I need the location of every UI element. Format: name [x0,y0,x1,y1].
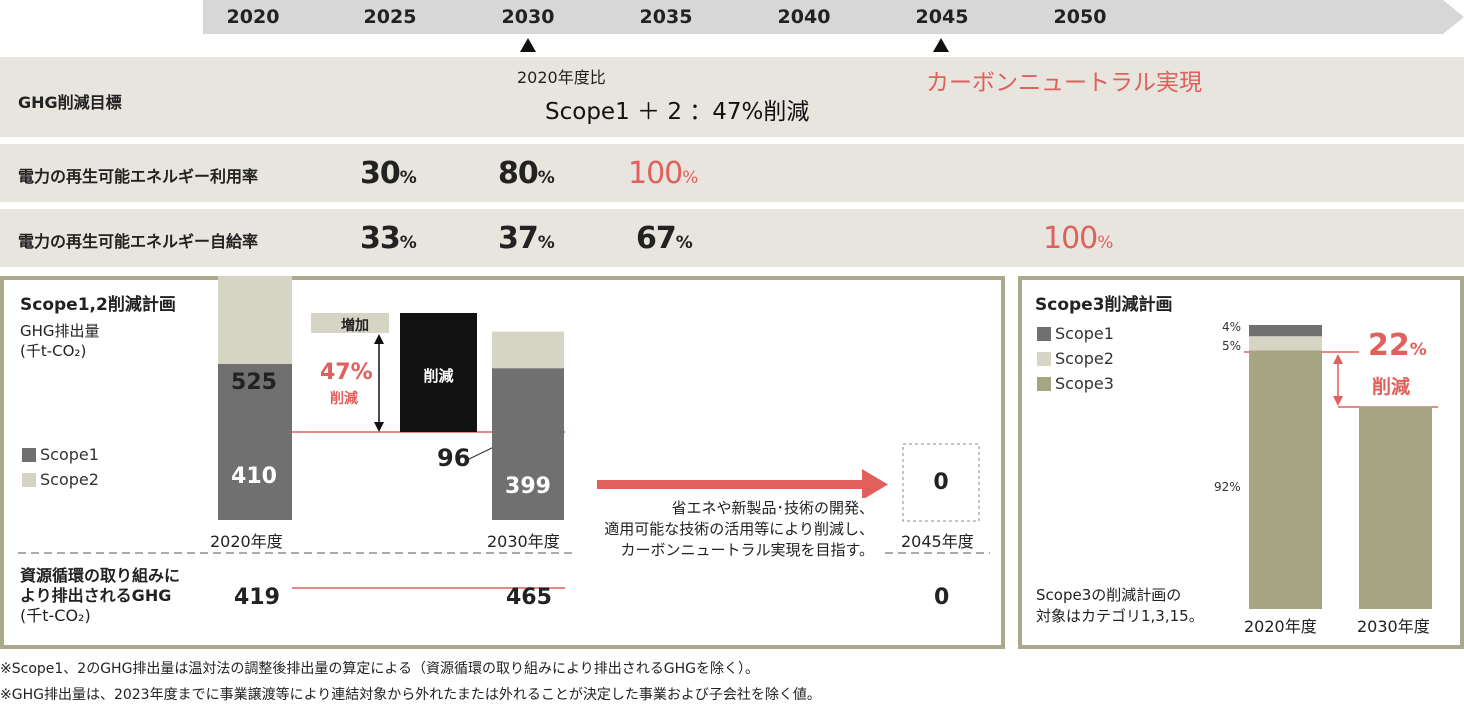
re-self-value-2035: 67% [636,221,693,256]
scope3-legend-swatch-scope3 [1037,377,1051,391]
base-year-note: 2020年度比 [517,68,606,87]
footnote: ※GHG排出量は、2023年度までに事業譲渡等により連結対象から外れたまたは外れ… [0,687,821,703]
scope3-reduction-pct: 22% [1368,328,1427,363]
value-2045: 0 [933,470,949,495]
scope12-title: Scope1,2削減計画 [20,295,176,315]
timeline-year: 2020 [226,6,280,28]
scope12-ylabel: GHG排出量 [20,322,100,340]
year-label-2020: 2020年度 [210,532,283,551]
resource-value-2045: 0 [934,585,950,610]
re-self-value-2050: 100% [1043,221,1114,256]
re-usage-value-2025: 30% [360,156,417,191]
scope3-legend-label: Scope3 [1055,374,1114,393]
resource-label-line: 資源循環の取り組みに [20,566,181,585]
re-usage-value-2035: 100% [628,156,699,191]
re-self-value-2030: 37% [498,221,555,256]
scope3-year-label-2020: 2020年度 [1244,617,1317,636]
leader-line-96 [466,445,497,461]
legend-label-scope2: Scope2 [40,470,99,489]
ghg-target-text: Scope1 ＋ 2 ：47%削減 [545,99,810,125]
resource-label: 資源循環の取り組みに より排出されるGHG (千t-CO₂) [20,566,180,626]
scope3-arrow-head-up [1333,354,1343,364]
box-2045 [902,443,980,522]
scope3-title: Scope3削減計画 [1035,295,1173,315]
scope12-unit: (千t-CO₂) [20,342,87,360]
re-self-label: 電力の再生可能エネルギー自給率 [18,232,259,251]
scope3-pct-scope3: 92% [1214,480,1241,494]
scope3-pct-scope1: 4% [1222,320,1242,334]
reduction-arrow-head-down [374,422,384,432]
arrow-caption: 省エネや新製品･技術の開発、 適用可能な技術の活用等により削減し、 カーボンニュ… [580,498,880,561]
year-label-2045: 2045年度 [901,532,974,551]
timeline-year: 2035 [639,6,693,28]
reduction-block [400,313,477,432]
milestone-triangle-icon [933,38,949,52]
arrow-caption-line: 適用可能な技術の活用等により削減し、 [604,520,874,538]
increase-block [311,313,389,333]
scope3-arrow-head-down [1333,396,1343,406]
re-self-value-2025: 33% [360,221,417,256]
scope1-2020-value: 410 [231,464,277,489]
re-usage-label: 電力の再生可能エネルギー利用率 [18,167,259,186]
scope3-legend-label: Scope2 [1055,349,1114,368]
carbon-neutral-text: カーボンニュートラル実現 [926,70,1202,96]
re-self-band [0,209,1464,267]
scope3-reduction-word: 削減 [1372,376,1411,398]
bar-scope2-1 [492,331,564,369]
scope3-bar-scope2-0 [1249,336,1322,351]
bar-scope1-1 [492,368,564,520]
big-arrow-shaft [597,480,867,489]
scope3-bar-scope3-1 [1359,406,1432,609]
scope2-2030-value: 96 [437,444,471,472]
re-usage-band [0,144,1464,202]
scope2-2020-value: 525 [231,370,277,395]
scope3-chart-svg [1244,325,1438,609]
increase-label: 増加 [341,318,369,334]
scope3-legend-swatch-scope1 [1037,327,1051,341]
timeline-year: 2030 [501,6,555,28]
scope3-legend-label: Scope1 [1055,324,1114,343]
footnote: ※Scope1、2のGHG排出量は温対法の調整後排出量の算定による（資源循環の取… [0,661,759,677]
timeline-year: 2040 [777,6,831,28]
scope3-legend-swatch-scope2 [1037,352,1051,366]
arrow-caption-line: 省エネや新製品･技術の開発、 [671,499,874,517]
legend-swatch-scope2 [22,473,36,487]
scope12-chart-svg [18,276,990,589]
bar-scope2-0 [218,276,292,364]
timeline-year: 2050 [1053,6,1107,28]
legend-label-scope1: Scope1 [40,445,99,464]
bar-scope1-0 [218,364,292,520]
scope3-pct-scope2: 5% [1222,339,1242,353]
legend-swatch-scope1 [22,448,36,462]
resource-label-unit: (千t-CO₂) [20,606,91,625]
re-usage-value-2030: 80% [498,156,555,191]
timeline-year: 2025 [363,6,417,28]
reduction-pct: 47% [320,360,373,385]
scope3-note: Scope3の削減計画の 対象はカテゴリ1,3,15。 [1036,585,1204,627]
year-label-2030: 2030年度 [487,532,560,551]
scope1-2030-value: 399 [505,474,551,499]
ghg-target-label: GHG削減目標 [18,93,122,112]
scope3-bar-scope1-0 [1249,325,1322,337]
scope3-note-line: 対象はカテゴリ1,3,15。 [1036,607,1204,625]
resource-value-2030: 465 [506,585,552,610]
reduction-word: 削減 [330,391,358,407]
ghg-target-band [0,57,1464,137]
scope3-note-line: Scope3の削減計画の [1036,586,1182,604]
reduction-arrow-head-up [374,334,384,344]
timeline-bar [203,0,1464,34]
scope3-year-label-2030: 2030年度 [1357,617,1430,636]
arrow-caption-line: カーボンニュートラル実現を目指す。 [620,541,874,559]
scope3-bar-scope3-0 [1249,350,1322,609]
milestone-triangle-icon [520,38,536,52]
reduction-block-label: 削減 [423,367,454,385]
big-arrow-head [862,469,888,500]
timeline-year: 2045 [915,6,969,28]
resource-label-line: より排出されるGHG [20,586,172,605]
resource-value-2020: 419 [234,585,280,610]
